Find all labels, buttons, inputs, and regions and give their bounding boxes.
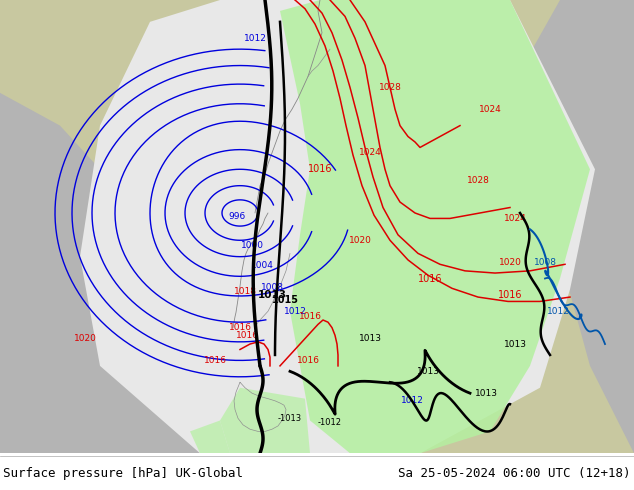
Text: -1012: -1012 <box>318 418 342 427</box>
Text: 1004: 1004 <box>250 261 273 270</box>
Text: 1015: 1015 <box>271 295 299 305</box>
Text: 1016: 1016 <box>307 164 332 174</box>
Text: 1013: 1013 <box>417 367 439 376</box>
Text: 1016: 1016 <box>299 312 321 321</box>
Text: 1013: 1013 <box>474 389 498 398</box>
Text: 1024: 1024 <box>479 105 501 114</box>
Text: 1018: 1018 <box>233 287 257 296</box>
Polygon shape <box>280 0 590 453</box>
Text: 1020: 1020 <box>498 258 521 267</box>
Polygon shape <box>220 388 310 453</box>
Text: 1016: 1016 <box>204 356 226 365</box>
Text: 1016: 1016 <box>228 323 252 332</box>
Text: 1024: 1024 <box>503 214 526 223</box>
Text: 1016: 1016 <box>418 273 443 284</box>
Text: -1013: -1013 <box>278 414 302 423</box>
Text: 1012: 1012 <box>283 307 306 316</box>
Text: 1016: 1016 <box>297 356 320 365</box>
Text: 1000: 1000 <box>240 241 264 250</box>
Polygon shape <box>0 93 210 453</box>
Text: 1008: 1008 <box>261 283 283 292</box>
Text: 1013: 1013 <box>257 290 287 300</box>
Text: 1016: 1016 <box>498 290 522 300</box>
Polygon shape <box>520 0 634 453</box>
Polygon shape <box>190 420 230 453</box>
Text: 1013: 1013 <box>358 334 382 343</box>
Text: 1013: 1013 <box>503 340 526 348</box>
Text: 1028: 1028 <box>378 83 401 92</box>
Text: 1012: 1012 <box>547 307 569 316</box>
Text: 1028: 1028 <box>467 176 489 185</box>
Text: Surface pressure [hPa] UK-Global: Surface pressure [hPa] UK-Global <box>3 467 243 480</box>
Text: 1016: 1016 <box>235 331 259 340</box>
Text: 1024: 1024 <box>359 148 382 157</box>
Text: Sa 25-05-2024 06:00 UTC (12+18): Sa 25-05-2024 06:00 UTC (12+18) <box>398 467 631 480</box>
Polygon shape <box>80 0 595 453</box>
Polygon shape <box>0 0 634 453</box>
Text: 1020: 1020 <box>74 334 96 343</box>
Text: 996: 996 <box>228 212 245 221</box>
Text: 1012: 1012 <box>243 34 266 43</box>
Text: 1008: 1008 <box>533 258 557 267</box>
Text: 1020: 1020 <box>349 236 372 245</box>
Text: 1012: 1012 <box>401 396 424 405</box>
